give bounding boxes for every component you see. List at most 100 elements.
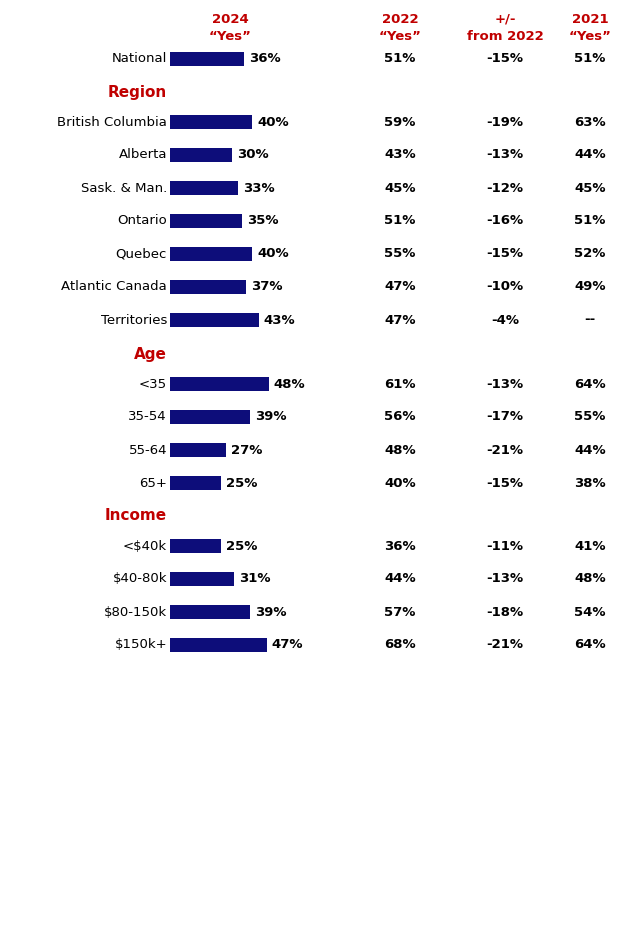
Text: 61%: 61% — [384, 377, 416, 390]
Text: 51%: 51% — [574, 52, 606, 66]
Text: 25%: 25% — [227, 476, 258, 490]
Text: 64%: 64% — [574, 377, 606, 390]
Bar — [170, 214, 242, 228]
Text: -18%: -18% — [487, 606, 524, 619]
Text: +/-: +/- — [494, 13, 516, 26]
Text: 57%: 57% — [384, 606, 416, 619]
Text: Alberta: Alberta — [119, 149, 167, 162]
Bar — [170, 539, 222, 553]
Bar — [170, 148, 232, 162]
Text: $80-150k: $80-150k — [104, 606, 167, 619]
Bar — [170, 443, 226, 457]
Text: -13%: -13% — [487, 149, 524, 162]
Text: 36%: 36% — [249, 52, 281, 66]
Bar — [170, 638, 267, 652]
Text: 31%: 31% — [239, 573, 270, 586]
Text: -15%: -15% — [487, 247, 524, 260]
Text: Age: Age — [134, 346, 167, 361]
Bar — [170, 410, 250, 424]
Text: -16%: -16% — [487, 214, 524, 227]
Bar — [170, 476, 222, 490]
Text: -19%: -19% — [487, 115, 524, 128]
Text: 41%: 41% — [574, 539, 606, 552]
Text: 55%: 55% — [574, 411, 606, 423]
Text: <$40k: <$40k — [123, 539, 167, 552]
Bar — [170, 605, 250, 619]
Text: from 2022: from 2022 — [467, 30, 544, 43]
Text: 59%: 59% — [384, 115, 416, 128]
Text: Region: Region — [108, 84, 167, 99]
Text: Sask. & Man.: Sask. & Man. — [80, 182, 167, 195]
Text: -13%: -13% — [487, 377, 524, 390]
Text: $150k+: $150k+ — [114, 638, 167, 651]
Text: --: -- — [584, 314, 596, 327]
Text: -12%: -12% — [487, 182, 524, 195]
Text: $40-80k: $40-80k — [112, 573, 167, 586]
Text: Income: Income — [105, 508, 167, 523]
Text: 40%: 40% — [384, 476, 416, 490]
Text: 43%: 43% — [263, 314, 295, 327]
Bar — [170, 247, 252, 261]
Text: -13%: -13% — [487, 573, 524, 586]
Text: Ontario: Ontario — [117, 214, 167, 227]
Text: 52%: 52% — [574, 247, 606, 260]
Text: -15%: -15% — [487, 476, 524, 490]
Text: 63%: 63% — [574, 115, 606, 128]
Text: 51%: 51% — [574, 214, 606, 227]
Text: “Yes”: “Yes” — [208, 30, 251, 43]
Text: 39%: 39% — [255, 606, 287, 619]
Text: 2021: 2021 — [572, 13, 608, 26]
Text: 55%: 55% — [384, 247, 416, 260]
Text: 49%: 49% — [574, 281, 606, 294]
Text: 38%: 38% — [574, 476, 606, 490]
Text: 48%: 48% — [384, 444, 416, 457]
Text: 45%: 45% — [384, 182, 416, 195]
Text: Atlantic Canada: Atlantic Canada — [61, 281, 167, 294]
Text: 35%: 35% — [247, 214, 278, 227]
Text: -11%: -11% — [487, 539, 524, 552]
Text: 64%: 64% — [574, 638, 606, 651]
Bar — [170, 572, 234, 586]
Text: 33%: 33% — [243, 182, 275, 195]
Text: 25%: 25% — [227, 539, 258, 552]
Text: -21%: -21% — [487, 444, 524, 457]
Text: 30%: 30% — [236, 149, 268, 162]
Text: 47%: 47% — [384, 281, 416, 294]
Bar — [170, 377, 269, 391]
Text: 51%: 51% — [384, 52, 416, 66]
Text: 44%: 44% — [384, 573, 416, 586]
Text: 56%: 56% — [384, 411, 416, 423]
Bar — [170, 181, 238, 195]
Bar — [170, 52, 244, 66]
Bar — [170, 313, 258, 327]
Text: Territories: Territories — [100, 314, 167, 327]
Text: 45%: 45% — [574, 182, 606, 195]
Text: 2024: 2024 — [212, 13, 248, 26]
Text: 35-54: 35-54 — [129, 411, 167, 423]
Text: -21%: -21% — [487, 638, 524, 651]
Text: 68%: 68% — [384, 638, 416, 651]
Text: 43%: 43% — [384, 149, 416, 162]
Text: 2022: 2022 — [382, 13, 418, 26]
Text: 44%: 44% — [574, 149, 606, 162]
Text: Quebec: Quebec — [115, 247, 167, 260]
Text: 27%: 27% — [231, 444, 262, 457]
Bar — [170, 280, 246, 294]
Text: 40%: 40% — [257, 247, 289, 260]
Text: -10%: -10% — [487, 281, 524, 294]
Text: 48%: 48% — [574, 573, 606, 586]
Text: “Yes”: “Yes” — [379, 30, 421, 43]
Text: 65+: 65+ — [139, 476, 167, 490]
Text: 55-64: 55-64 — [129, 444, 167, 457]
Text: National: National — [112, 52, 167, 66]
Text: 51%: 51% — [384, 214, 416, 227]
Text: <35: <35 — [139, 377, 167, 390]
Text: 54%: 54% — [574, 606, 606, 619]
Text: British Columbia: British Columbia — [57, 115, 167, 128]
Text: -4%: -4% — [491, 314, 519, 327]
Text: 37%: 37% — [251, 281, 283, 294]
Text: 48%: 48% — [274, 377, 306, 390]
Bar — [170, 115, 252, 129]
Text: 47%: 47% — [272, 638, 303, 651]
Text: “Yes”: “Yes” — [568, 30, 612, 43]
